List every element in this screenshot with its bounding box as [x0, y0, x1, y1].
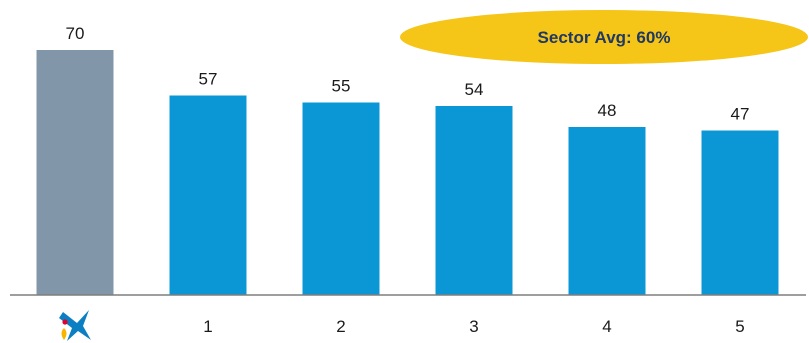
bar-value-label: 48 — [598, 101, 617, 120]
value-labels-group: 70 57 55 54 48 47 — [66, 24, 750, 124]
sector-average-badge: Sector Avg: 60% — [400, 10, 808, 64]
bar-logo — [36, 50, 114, 295]
x-tick-label: 5 — [735, 317, 744, 336]
sector-average-badge-ellipse — [400, 10, 808, 64]
bar-5 — [701, 130, 779, 295]
bar-value-label: 47 — [731, 105, 750, 124]
logo-red-dot — [62, 319, 68, 325]
x-tick-label: 2 — [336, 317, 345, 336]
bar-2 — [302, 102, 380, 295]
bar-value-label: 57 — [199, 70, 218, 89]
x-tick-label: 4 — [602, 317, 611, 336]
x-tick-label: 1 — [203, 317, 212, 336]
x-tick-labels-group: 1 2 3 4 5 — [203, 317, 744, 336]
caixabank-star-logo-icon — [59, 310, 91, 341]
bar-4 — [568, 127, 646, 295]
bar-value-label: 70 — [66, 24, 85, 43]
bars-group — [36, 50, 779, 295]
bar-value-label: 55 — [332, 77, 351, 96]
sector-average-badge-text: Sector Avg: 60% — [538, 28, 671, 47]
bar-3 — [435, 106, 513, 295]
logo-yellow-drop — [61, 328, 67, 340]
bar-value-label: 54 — [465, 80, 484, 99]
bar-1 — [169, 95, 247, 295]
logo-star-shape — [59, 310, 91, 341]
x-tick-label: 3 — [469, 317, 478, 336]
